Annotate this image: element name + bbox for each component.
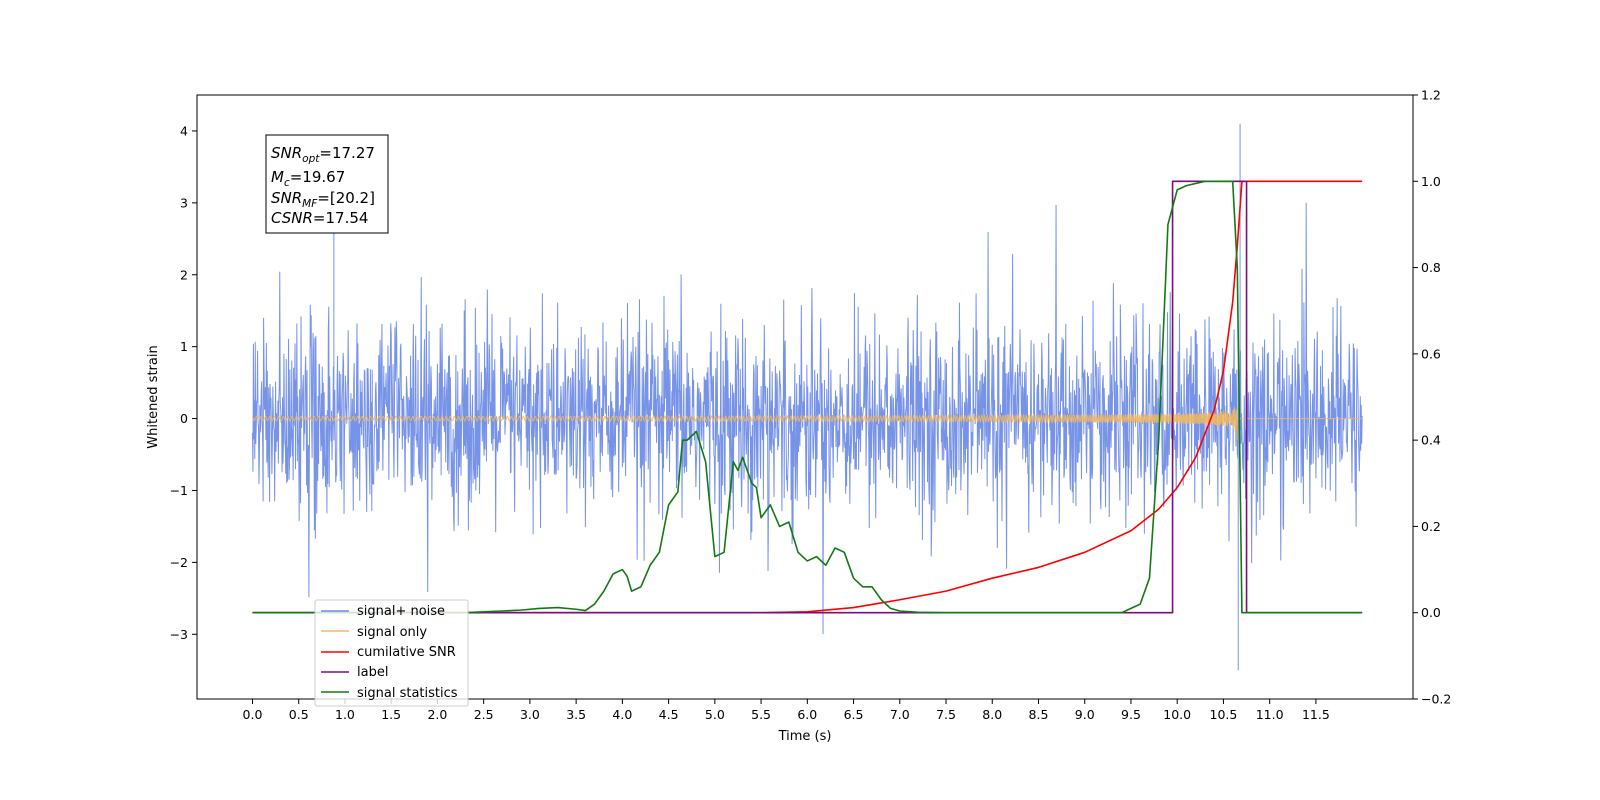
- x-tick-label: 2.5: [474, 707, 494, 722]
- plot-frame: [196, 94, 1414, 700]
- x-tick-label: 3.5: [566, 707, 586, 722]
- series-signal-only-line: [252, 407, 1363, 440]
- y-left-tick-label: 1: [180, 339, 188, 354]
- x-tick-label: 4.0: [612, 707, 632, 722]
- x-tick-label: 7.5: [936, 707, 956, 722]
- y-right-tick-label: 0.0: [1421, 605, 1441, 620]
- y-left-tick-label: −3: [170, 627, 188, 642]
- stats-box-frame: [265, 134, 389, 234]
- stat-csnr: CSNR=17.54: [271, 209, 368, 227]
- series-signal-statistics-line: [252, 180, 1363, 614]
- x-tick-label: 6.5: [844, 707, 864, 722]
- series-layer: [251, 123, 1363, 671]
- stat-snr-opt: SNRopt=17.27: [271, 144, 375, 165]
- series-cumulative-snr-line: [252, 180, 1363, 614]
- x-tick-label: 2.0: [427, 707, 447, 722]
- legend: signal+ noise signal only cumilative SNR…: [314, 599, 469, 707]
- x-tick-label: 0.5: [289, 707, 309, 722]
- legend-label-label: label: [357, 665, 388, 680]
- stats-box: SNRopt=17.27 Mc=19.67 SNRMF=[20.2] CSNR=…: [265, 134, 389, 234]
- legend-frame: [314, 599, 469, 707]
- x-tick-label: 8.0: [982, 707, 1002, 722]
- x-axis-label: Time (s): [778, 729, 832, 744]
- x-tick-label: 10.5: [1210, 707, 1238, 722]
- x-tick-label: 5.5: [751, 707, 771, 722]
- y-right-tick-label: 0.4: [1421, 433, 1441, 448]
- y-right-tick-label: 0.6: [1421, 346, 1441, 361]
- x-tick-label: 9.5: [1121, 707, 1141, 722]
- legend-label-signal-noise: signal+ noise: [357, 604, 445, 619]
- x-tick-label: 4.5: [659, 707, 679, 722]
- stat-chirp-mass: Mc=19.67: [271, 168, 345, 189]
- stat-snr-mf: SNRMF=[20.2]: [271, 189, 375, 210]
- x-tick-label: 0.0: [243, 707, 263, 722]
- x-tick-label: 11.0: [1256, 707, 1284, 722]
- legend-label-signal-only: signal only: [357, 625, 427, 640]
- x-tick-label: 8.5: [1029, 707, 1049, 722]
- y-right-tick-label: 1.2: [1421, 88, 1441, 103]
- y-left-tick-label: 0: [180, 411, 188, 426]
- y-axis-label: Whitened strain: [146, 345, 161, 448]
- x-tick-label: 9.0: [1075, 707, 1095, 722]
- x-tick-label: 7.0: [890, 707, 910, 722]
- x-tick-label: 6.0: [797, 707, 817, 722]
- x-tick-label: 11.5: [1302, 707, 1330, 722]
- x-tick-label: 1.0: [335, 707, 355, 722]
- y-right-tick-label: −0.2: [1421, 692, 1451, 707]
- y-left-tick-label: 2: [180, 267, 188, 282]
- y-left-tick-label: 4: [180, 123, 188, 138]
- x-tick-label: 10.0: [1163, 707, 1191, 722]
- y-left-tick-label: −1: [170, 483, 188, 498]
- y-right-tick-label: 1.0: [1421, 174, 1441, 189]
- x-tick-label: 5.0: [705, 707, 725, 722]
- y-right-tick-label: 0.8: [1421, 260, 1441, 275]
- x-tick-label: 3.0: [520, 707, 540, 722]
- legend-label-signal-statistics: signal statistics: [357, 686, 458, 701]
- y-left-tick-label: −2: [170, 555, 188, 570]
- series-signal-noise-line: [251, 123, 1363, 671]
- axes-layer: 0.0 0.5 1.0 1.5 2.0 2.5 3.0 3.5 4.0 4.5 5.0 5.5 6.0 6…: [170, 88, 1452, 723]
- legend-label-cumulative-snr: cumilative SNR: [357, 645, 456, 660]
- y-left-tick-label: 3: [180, 195, 188, 210]
- y-right-tick-label: 0.2: [1421, 519, 1441, 534]
- x-tick-label: 1.5: [381, 707, 401, 722]
